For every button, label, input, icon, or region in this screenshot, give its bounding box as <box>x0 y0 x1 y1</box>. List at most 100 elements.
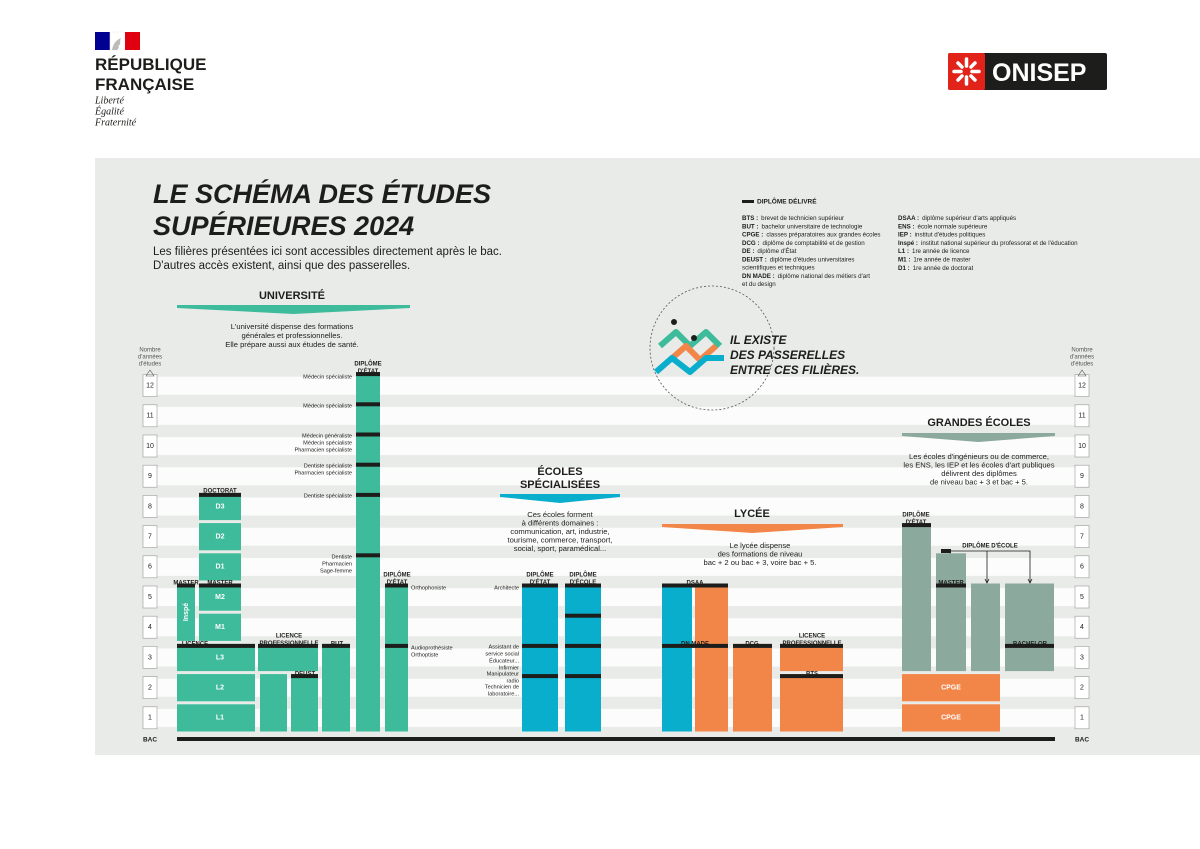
diagram-label: DSAA <box>686 581 704 587</box>
legend-abbr: M1 : <box>898 256 910 263</box>
diploma-bar <box>258 643 318 648</box>
diagram-label: M1 <box>215 624 225 631</box>
section-desc: délivrent des diplômes <box>941 469 1017 478</box>
year-label: 3 <box>1080 654 1084 661</box>
motto: Fraternité <box>94 117 137 128</box>
legend-entry: L1 :1re année de licence <box>898 248 970 255</box>
diagram-label: CPGE <box>941 685 961 692</box>
study-block <box>385 583 408 732</box>
legend-abbr: Inspé : <box>898 240 918 247</box>
section-desc: Le lycée dispense <box>730 541 791 550</box>
study-block <box>780 643 843 672</box>
diploma-bar <box>1005 643 1054 648</box>
year-stripe <box>157 406 1075 425</box>
legend-entry: DSAA : diplôme supérieur d'arts appliqués <box>898 215 1016 222</box>
year-box <box>142 434 158 458</box>
study-block <box>199 613 241 641</box>
year-label: 5 <box>1080 594 1084 601</box>
diagram-label: DN MADE <box>681 642 709 648</box>
diploma-bar <box>780 674 843 679</box>
legend-entry: D1 :1re année de doctorat <box>898 264 974 271</box>
legend-entry: Inspé : institut national supérieur du pr… <box>898 240 1078 247</box>
year-box <box>142 555 158 579</box>
diagram-label: MASTER <box>938 581 964 587</box>
year-box <box>1074 404 1090 428</box>
year-label: 1 <box>148 715 152 722</box>
diagram-label: laboratoire... <box>488 691 520 697</box>
axis-label: Nombre <box>139 348 161 354</box>
diagram-label: DIPLÔME <box>569 571 596 579</box>
year-label: 1 <box>1080 715 1084 722</box>
year-box <box>142 646 158 669</box>
diploma-bar <box>356 372 380 377</box>
republique-logo <box>95 31 140 51</box>
diagram-label: Pharmacien <box>322 561 352 567</box>
year-box <box>142 374 158 397</box>
diagram-label: D'ÉTAT <box>358 367 379 375</box>
diploma-bar <box>356 402 380 407</box>
diagram-label: D2 <box>216 534 225 541</box>
year-label: 12 <box>1078 383 1086 390</box>
diagram-label: DCG <box>745 642 759 648</box>
study-block <box>291 674 318 732</box>
diploma-bar <box>177 583 195 588</box>
legend-abbr: DN MADE : <box>742 273 775 280</box>
diagram-label: Dentiste spécialiste <box>304 493 352 499</box>
diagram-label: PROFESSIONNELLE <box>259 641 318 647</box>
year-label: 5 <box>148 594 152 601</box>
year-label: 4 <box>1080 624 1084 631</box>
legend-abbr: DSAA : <box>898 215 919 222</box>
diploma-bar <box>522 674 558 679</box>
diploma-bar <box>385 643 408 648</box>
legend-abbr: L1 : <box>898 248 909 255</box>
legend-abbr: ENS : <box>898 223 915 230</box>
bac-line <box>177 737 1055 741</box>
diagram-label: D'ÉTAT <box>387 578 408 586</box>
diploma-bar <box>356 492 380 497</box>
year-stripe <box>157 557 1075 576</box>
study-block <box>902 704 1000 732</box>
study-block <box>322 643 350 732</box>
year-box <box>142 615 158 639</box>
motto: Liberté <box>94 95 124 106</box>
legend-abbr: DEUST : <box>742 256 767 263</box>
passerelles-text: DES PASSERELLES <box>730 348 845 362</box>
study-block <box>780 674 843 732</box>
diploma-bar <box>902 523 931 528</box>
year-box <box>1074 706 1090 730</box>
diagram-label: L2 <box>216 685 224 692</box>
diploma-bar <box>780 643 843 648</box>
diagram-label: L1 <box>216 715 224 722</box>
study-block <box>199 523 241 551</box>
diagram-label: Orthophoniste <box>411 585 446 591</box>
legend-text: bachelor universitaire de technologie <box>762 223 863 230</box>
year-box <box>142 464 158 488</box>
legend-abbr: D1 : <box>898 264 910 271</box>
diploma-bar <box>565 583 601 588</box>
study-block <box>260 674 287 732</box>
study-block <box>565 583 601 732</box>
study-block <box>662 583 692 732</box>
diagram-label: PROFESSIONNELLE <box>782 641 841 647</box>
diagram-label: Médecin spécialiste <box>303 403 352 409</box>
diploma-bar <box>941 549 951 553</box>
year-stripe <box>157 437 1075 456</box>
diagram-label: Audioprothésiste <box>411 645 453 651</box>
diagram-label: DIPLÔME <box>902 511 929 519</box>
diagram-label: Médecin spécialiste <box>303 374 352 380</box>
legend-entry: DCG : diplôme de comptabilité et de gesti… <box>742 240 865 247</box>
diagram-label: D'ÉTAT <box>530 578 551 586</box>
study-block <box>971 583 1000 672</box>
section-desc: Ces écoles forment <box>527 510 593 519</box>
diagram-label: DEUST <box>295 672 316 678</box>
year-stripe <box>157 376 1075 395</box>
legend-text: école normale supérieure <box>918 223 988 230</box>
legend-text: diplôme supérieur d'arts appliqués <box>922 215 1016 222</box>
passerelles-text: ENTRE CES FILIÈRES. <box>730 362 859 377</box>
legend-text: institut national supérieur du professor… <box>921 240 1078 247</box>
legend-entry: BUT : bachelor universitaire de technolog… <box>742 223 863 230</box>
year-label: 4 <box>148 624 152 631</box>
legend-text: diplôme d'études universitaires <box>770 256 855 263</box>
section-banner <box>902 433 1055 442</box>
diagram-label: Technicien de <box>485 684 519 690</box>
